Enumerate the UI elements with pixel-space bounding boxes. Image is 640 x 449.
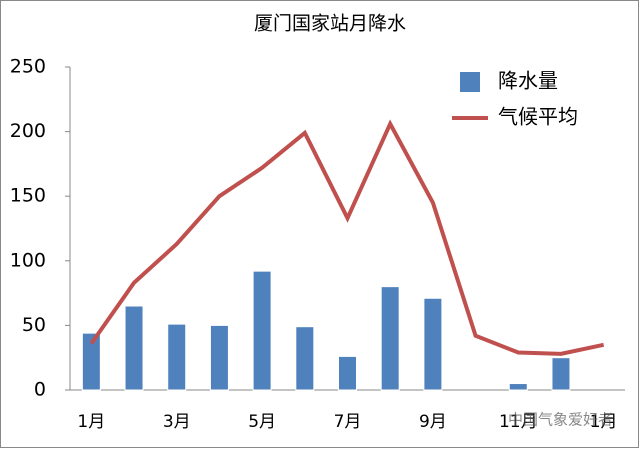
y-tick-label: 200 — [10, 120, 46, 142]
bar — [81, 332, 101, 391]
bar — [295, 326, 315, 391]
x-tick-label: 5月 — [248, 412, 276, 432]
bar — [338, 355, 357, 391]
legend-label: 气候平均 — [498, 105, 578, 129]
x-tick-label: 11月 — [499, 412, 538, 432]
bar — [124, 305, 144, 391]
y-tick-label: 150 — [10, 185, 46, 207]
x-tick-label: 1月 — [77, 412, 105, 432]
bar — [380, 286, 400, 391]
y-tick-label: 250 — [10, 56, 46, 78]
x-tick-label: 9月 — [419, 412, 447, 432]
x-tick-label: 7月 — [334, 412, 362, 432]
chart-title: 厦门国家站月降水 — [254, 13, 406, 35]
watermark: 中国气象爱好者 — [508, 411, 613, 429]
legend-swatch — [460, 72, 480, 92]
bar — [209, 324, 229, 391]
x-tick-label: 3月 — [163, 412, 191, 432]
bar — [508, 383, 528, 391]
bar — [423, 297, 443, 391]
y-tick-label: 0 — [34, 379, 46, 401]
y-tick-label: 50 — [22, 314, 46, 336]
bar — [252, 270, 272, 391]
line — [89, 119, 605, 356]
bar — [551, 357, 571, 391]
y-tick-label: 100 — [10, 249, 46, 271]
x-tick-label: 1月 — [590, 412, 618, 432]
bar — [167, 323, 187, 391]
legend-label: 降水量 — [498, 69, 558, 93]
